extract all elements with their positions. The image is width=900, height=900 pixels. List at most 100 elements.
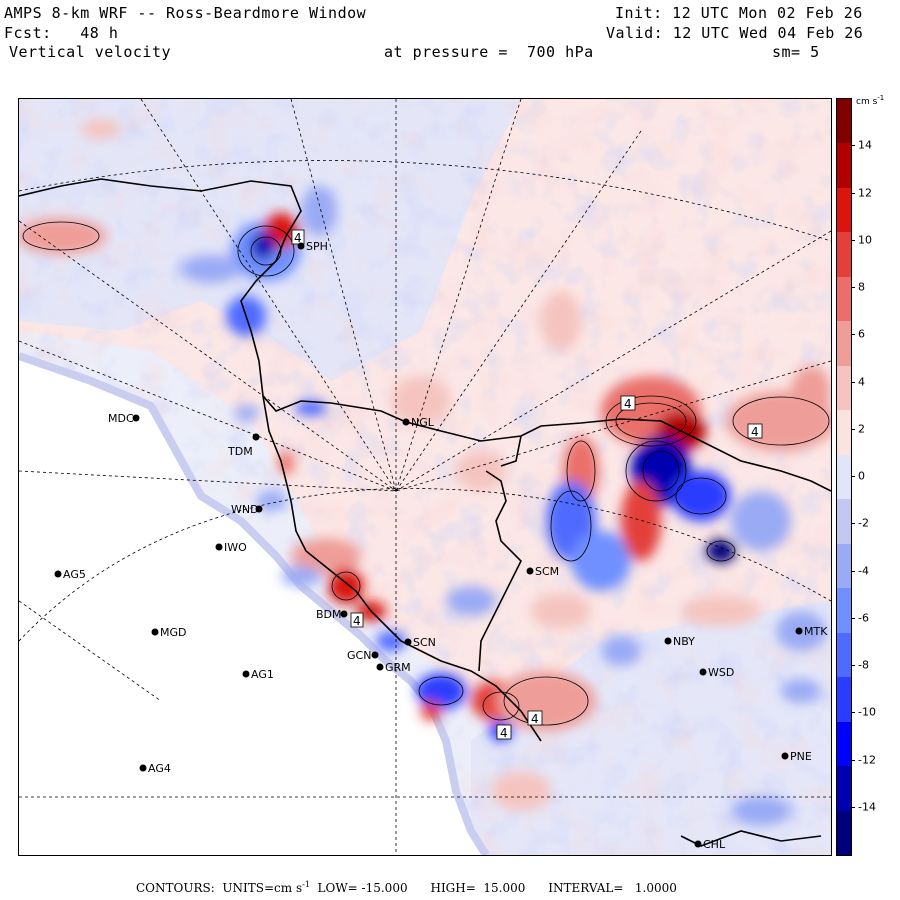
station-label: MGD [160, 626, 187, 639]
colorbar-segment [837, 321, 851, 367]
coastline [19, 178, 831, 847]
station-label: CHL [703, 838, 726, 851]
colorbar-tick-label: -8 [858, 658, 869, 672]
ice-shelf-edge-shading [19, 352, 490, 855]
station-dot [402, 418, 410, 426]
station-label: NBY [673, 635, 695, 648]
colorbar-tick-mark [851, 570, 855, 572]
colorbar-tick-mark [851, 334, 855, 336]
colorbar-segment [837, 365, 851, 411]
colorbar-tick-mark [851, 381, 855, 383]
station-dot [139, 764, 147, 772]
station-dot [664, 637, 672, 645]
station-dot [795, 627, 803, 635]
station-dot [376, 663, 384, 671]
colorbar-tick-label: 10 [858, 233, 872, 247]
colorbar-units: cm s-1 [856, 94, 885, 107]
colorbar-tick-label: -14 [858, 800, 876, 814]
station-dot [215, 543, 223, 551]
station-label: SCN [413, 636, 436, 649]
contour-lines [22, 221, 830, 726]
station-dot [340, 610, 348, 618]
colorbar-segment [837, 187, 851, 233]
header-valid-time: Valid: 12 UTC Wed 04 Feb 26 [606, 24, 864, 42]
graticule [19, 99, 831, 855]
colorbar-tick-label: 6 [858, 327, 865, 341]
contour-label: 4 [624, 397, 632, 411]
colorbar-segment [837, 499, 851, 545]
header-line1-left: AMPS 8-km WRF -- Ross-Beardmore Window [4, 4, 367, 22]
contour-label: 4 [294, 231, 302, 245]
colorbar-segment [837, 410, 851, 456]
colorbar-segment [837, 276, 851, 322]
station-label: IWO [224, 541, 247, 554]
station-label: AG4 [148, 762, 171, 775]
station-dot [54, 570, 62, 578]
station-label: AG1 [251, 668, 274, 681]
colorbar-tick-mark [851, 239, 855, 241]
station-dot [694, 840, 702, 848]
header-smoothing: sm= 5 [772, 43, 820, 61]
colorbar [836, 98, 852, 856]
colorbar-tick-mark [851, 759, 855, 761]
colorbar-segment [837, 721, 851, 767]
colorbar-tick-mark [851, 523, 855, 525]
colorbar-segment [837, 632, 851, 678]
station-label: MDC [108, 412, 134, 425]
colorbar-tick-label: -10 [858, 705, 876, 719]
station-dot [781, 752, 789, 760]
vertical-velocity-map: 4 4 4 4 4 4 SPH MDC NGL TDM WND IWO AG5 SCM BDM M… [19, 99, 831, 855]
map-panel: 4 4 4 4 4 4 SPH MDC NGL TDM WND IWO AG5 SCM BDM M… [18, 98, 832, 856]
station-dot [255, 505, 263, 513]
station-label: GRM [385, 661, 411, 674]
colorbar-tick-label: 0 [858, 469, 865, 483]
colorbar-segment [837, 766, 851, 812]
contour-label-group: 4 4 4 4 4 4 [291, 229, 763, 740]
station-dot [297, 242, 305, 250]
colorbar-tick-mark [851, 806, 855, 808]
colorbar-segment [837, 543, 851, 589]
station-label: WND [231, 503, 259, 516]
station-label: BDM [316, 608, 342, 621]
station-dot [132, 414, 140, 422]
colorbar-tick-mark [851, 287, 855, 288]
contour-label: 4 [500, 726, 508, 740]
colorbar-segment [837, 588, 851, 634]
station-label: GCN [347, 649, 371, 662]
colorbar-tick-label: 14 [858, 138, 872, 152]
colorbar-tick-label: 4 [858, 375, 865, 388]
colorbar-tick-label: -4 [858, 564, 869, 577]
colorbar-segment [837, 143, 851, 189]
colorbar-segment [837, 454, 851, 500]
ross-ice-shelf [19, 356, 486, 855]
colorbar-segment [837, 677, 851, 723]
header-line2-left: Fcst: 48 h [4, 24, 119, 42]
colorbar-tick-mark [851, 192, 855, 194]
colorbar-tick-mark [851, 428, 855, 430]
colorbar-segment [837, 99, 851, 144]
station-label: SPH [306, 240, 328, 253]
station-label: SCM [535, 565, 559, 578]
station-label: MTK [804, 625, 828, 638]
colorbar-tick-label: -2 [858, 516, 869, 530]
contour-info-footer: CONTOURS: UNITS=cm s-1 LOW= -15.000 HIGH… [136, 880, 677, 895]
colorbar-tick-label: -6 [858, 611, 869, 625]
station-dot [252, 433, 260, 441]
colorbar-tick-mark [851, 145, 855, 147]
velocity-features [19, 119, 831, 826]
station-dot [526, 567, 534, 575]
station-label: TDM [227, 445, 253, 458]
station-label: WSD [708, 666, 734, 679]
station-dot [699, 668, 707, 676]
colorbar-tick-label: 2 [858, 422, 865, 436]
station-dot [242, 670, 250, 678]
station-label: PNE [790, 750, 812, 763]
header-init-time: Init: 12 UTC Mon 02 Feb 26 [615, 4, 863, 22]
header-line3-left: Vertical velocity [9, 43, 172, 61]
colorbar-segment [837, 232, 851, 278]
colorbar-tick-label: 8 [858, 280, 865, 294]
colorbar-tick-label: -12 [858, 753, 876, 766]
station-dot [371, 651, 379, 659]
station-label: AG5 [63, 568, 86, 581]
